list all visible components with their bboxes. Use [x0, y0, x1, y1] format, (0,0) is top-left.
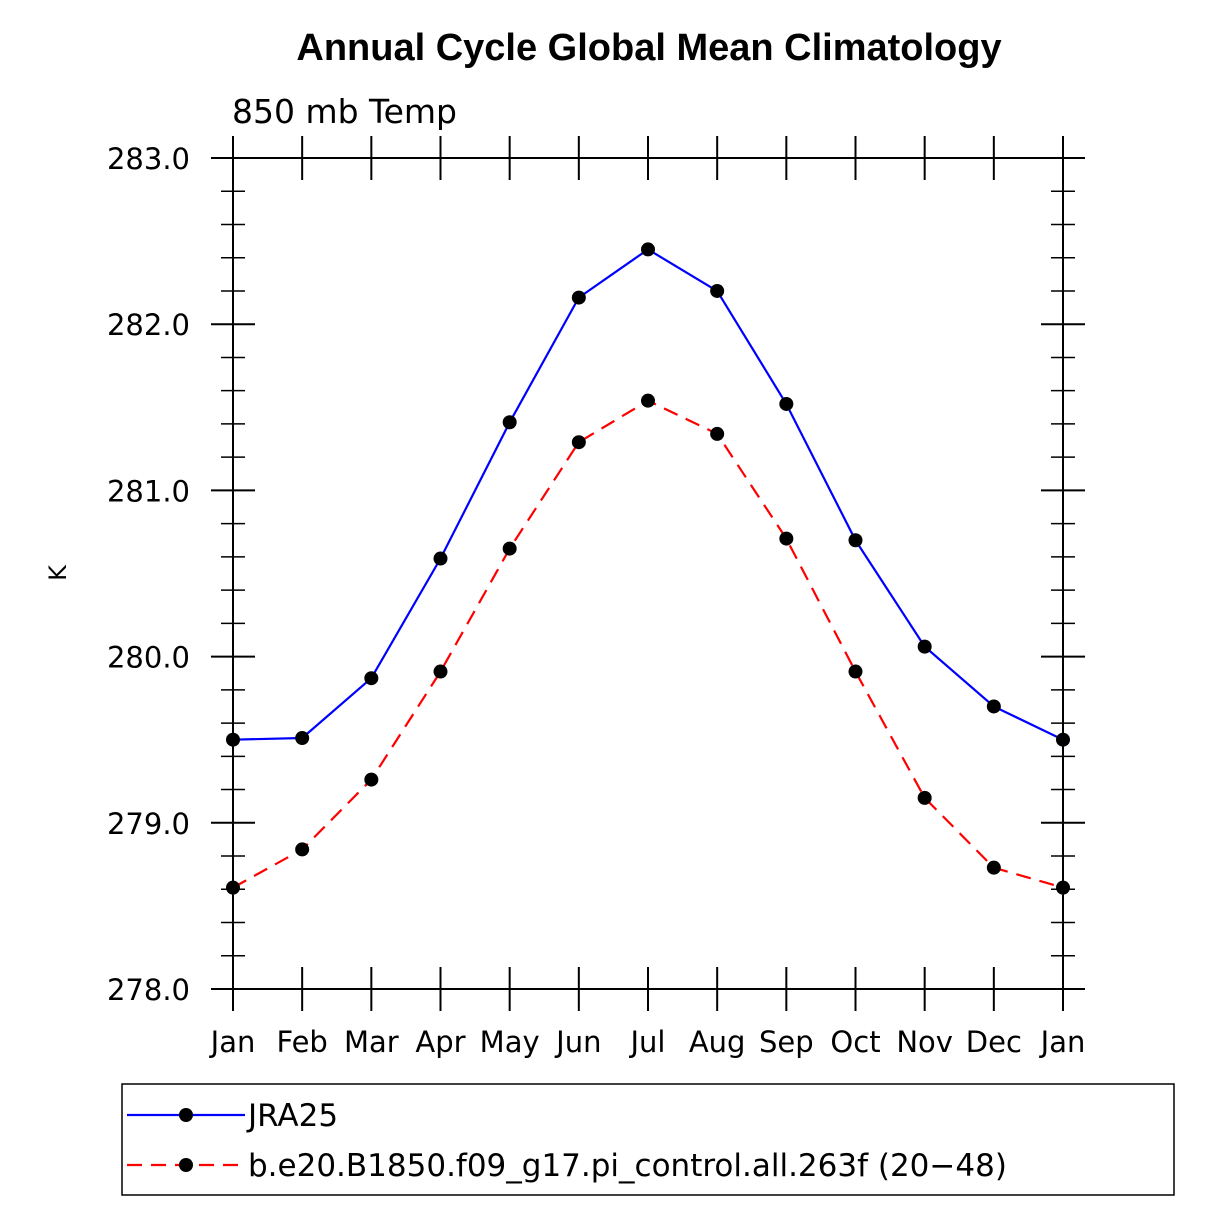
data-point: [295, 842, 310, 857]
data-point: [641, 393, 655, 408]
x-tick-label: Jun: [554, 1025, 601, 1059]
data-point: [433, 664, 448, 679]
chart-subtitle: 850 mb Temp: [232, 92, 457, 131]
data-point: [848, 533, 863, 548]
y-tick-label: 280.0: [107, 641, 190, 675]
data-point: [295, 731, 310, 746]
data-point: [571, 290, 586, 305]
x-tick-label: Aug: [689, 1025, 746, 1059]
data-point: [433, 551, 448, 566]
data-point: [571, 435, 586, 450]
data-point: [986, 699, 1001, 714]
data-point: [710, 283, 725, 298]
y-tick-label: 279.0: [107, 807, 190, 841]
series-2: [226, 393, 1070, 895]
y-tick-label: 283.0: [107, 142, 190, 176]
y-tick-label: 278.0: [107, 973, 190, 1007]
y-tick-label: 282.0: [107, 308, 190, 342]
data-point: [986, 860, 1001, 875]
y-axis-label: K: [44, 564, 72, 581]
legend-label: JRA25: [246, 1098, 338, 1134]
x-tick-label: Jul: [629, 1025, 666, 1059]
x-tick-label: May: [480, 1025, 540, 1059]
legend-items: JRA25 b.e20.B1850.f09_g17.pi_control.all.…: [127, 1098, 1007, 1184]
x-tick-label: Sep: [759, 1025, 814, 1059]
x-tick-label: Feb: [276, 1025, 327, 1059]
legend-box: [121, 1083, 1175, 1196]
data-point: [779, 396, 794, 411]
legend-label: b.e20.B1850.f09_g17.pi_control.all.263f …: [248, 1148, 1007, 1184]
data-point: [779, 531, 794, 546]
series-1: [226, 242, 1070, 747]
data-point: [502, 415, 517, 430]
x-tick-label: Jan: [209, 1025, 256, 1059]
data-point: [364, 671, 379, 686]
legend-marker: [179, 1108, 193, 1122]
data-point: [917, 639, 932, 654]
legend-marker: [179, 1158, 193, 1172]
data-point: [710, 426, 725, 441]
data-point: [917, 790, 932, 805]
legend-item: b.e20.B1850.f09_g17.pi_control.all.263f …: [127, 1148, 1007, 1184]
chart-title: Annual Cycle Global Mean Climatology: [296, 27, 1001, 69]
x-tick-label: Apr: [415, 1025, 465, 1059]
series-layer: [226, 242, 1070, 895]
series-line: [232, 399, 1064, 889]
x-tick-label: Dec: [966, 1025, 1022, 1059]
x-tick-label: Oct: [830, 1025, 880, 1059]
x-tick-label: Mar: [344, 1025, 399, 1059]
data-point: [502, 541, 517, 556]
data-point: [364, 772, 379, 787]
plot-frame: [232, 157, 1064, 990]
legend: JRA25 b.e20.B1850.f09_g17.pi_control.all.…: [121, 1083, 1175, 1196]
axes: 278.0 279.0 280.0 281.0 282.0 283.0 Jan Feb Mar A…: [107, 136, 1085, 1059]
data-point: [641, 242, 655, 257]
data-point: [226, 880, 240, 895]
data-point: [848, 664, 863, 679]
series-line: [232, 248, 1064, 741]
x-tick-label: Nov: [896, 1025, 953, 1059]
x-tick-label: Jan: [1039, 1025, 1086, 1059]
y-tick-label: 281.0: [107, 474, 190, 508]
data-point: [1056, 880, 1070, 895]
legend-item: JRA25: [127, 1098, 338, 1134]
data-point: [1056, 732, 1070, 747]
data-point: [226, 732, 240, 747]
